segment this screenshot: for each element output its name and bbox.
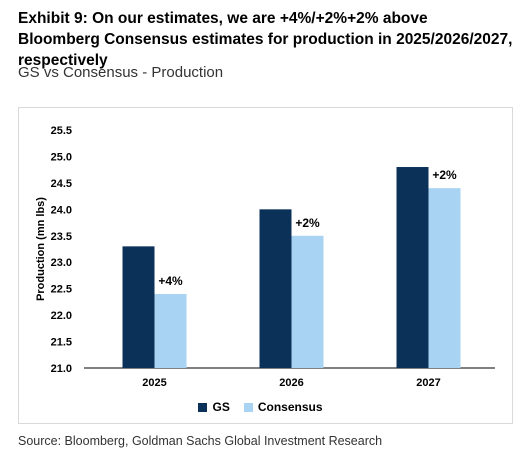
y-tick-label: 25.5	[51, 125, 72, 137]
y-tick-label: 24.0	[51, 204, 72, 216]
y-tick-label: 25.0	[51, 151, 72, 163]
bar-consensus-2026	[291, 235, 324, 368]
legend-label-gs: GS	[212, 400, 230, 414]
y-tick-label: 24.5	[51, 178, 72, 190]
x-tick-label: 2027	[416, 377, 440, 389]
x-tick-label: 2026	[279, 377, 303, 389]
y-tick-label: 21.5	[51, 337, 72, 349]
legend-swatch-gs	[198, 402, 208, 412]
data-label: +2%	[295, 216, 320, 230]
data-label: +2%	[432, 168, 457, 182]
chart-subtitle: GS vs Consensus - Production	[18, 64, 224, 81]
legend-swatch-consensus	[243, 402, 253, 412]
bar-consensus-2025	[154, 293, 187, 368]
bar-consensus-2027	[428, 188, 461, 368]
bar-gs-2025	[122, 246, 155, 368]
bar-gs-2027	[396, 167, 429, 368]
legend: GS Consensus	[0, 400, 521, 414]
y-tick-label: 21.0	[51, 363, 72, 375]
legend-item-consensus: Consensus	[243, 400, 323, 414]
source-note: Source: Bloomberg, Goldman Sachs Global …	[18, 434, 383, 448]
data-label: +4%	[158, 274, 183, 288]
y-tick-label: 22.5	[51, 284, 72, 296]
legend-label-consensus: Consensus	[257, 400, 323, 414]
y-axis-label: Production (mn lbs)	[35, 197, 47, 301]
y-tick-label: 23.5	[51, 231, 72, 243]
chart-title: Exhibit 9: On our estimates, we are +4%/…	[18, 10, 513, 69]
bar-gs-2026	[259, 209, 292, 368]
legend-item-gs: GS	[198, 400, 230, 414]
x-tick-label: 2025	[142, 377, 166, 389]
y-tick-label: 22.0	[51, 310, 72, 322]
y-tick-label: 23.0	[51, 257, 72, 269]
